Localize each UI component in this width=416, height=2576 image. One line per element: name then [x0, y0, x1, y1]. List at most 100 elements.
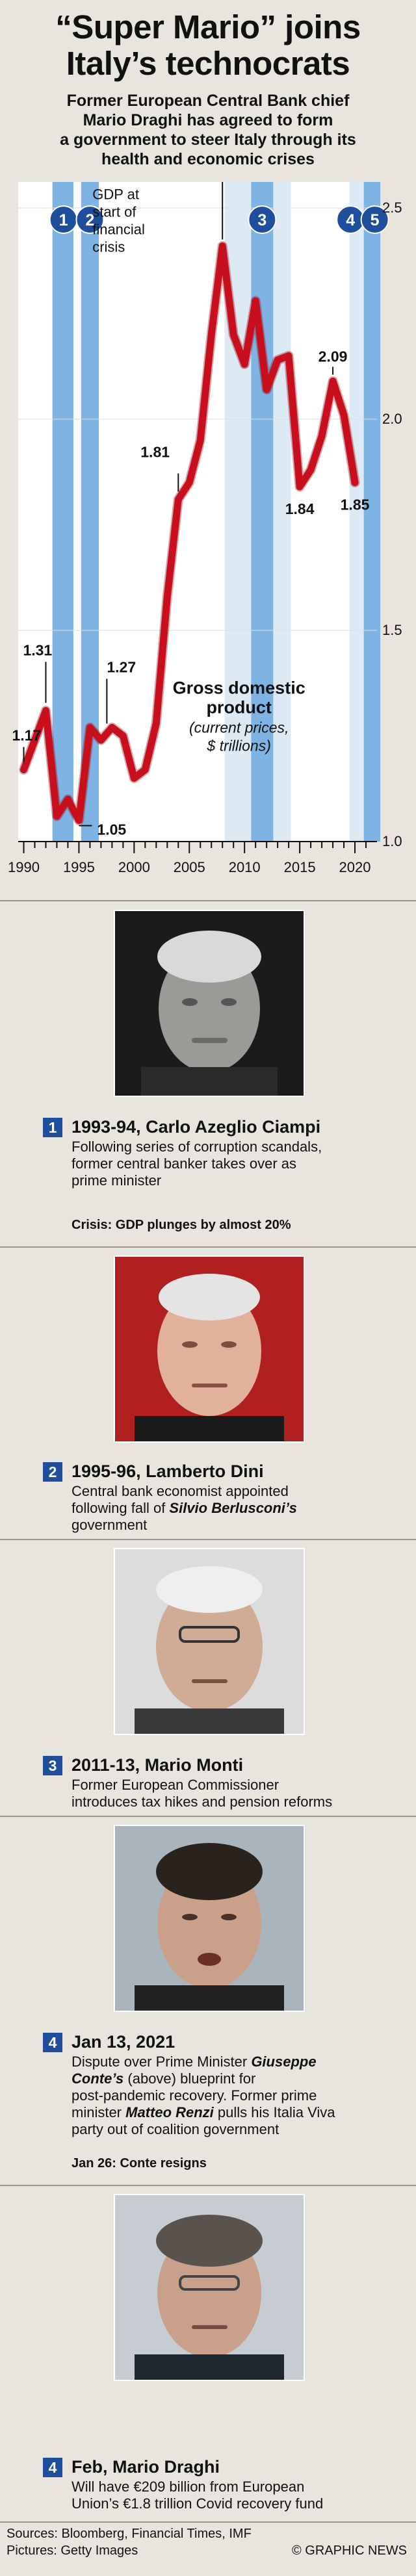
- ciampi-photo: [114, 910, 305, 1097]
- profile-3-title: 2011-13, Mario Monti: [72, 1755, 244, 1775]
- data-label: 1.84: [285, 500, 315, 517]
- data-point: [199, 439, 202, 441]
- person-name: Giuseppe: [251, 2054, 317, 2070]
- data-point: [232, 333, 235, 336]
- crisis-note-line: financial: [92, 222, 145, 238]
- profile-1-desc-line: Following series of corruption scandals,: [72, 1139, 322, 1155]
- plot-background: [18, 182, 377, 842]
- y-tick-label: 1.5: [382, 622, 402, 638]
- profile-1-desc-line: former central banker takes over as: [72, 1155, 297, 1172]
- data-label: 1.17: [12, 727, 41, 744]
- data-point: [55, 815, 58, 818]
- period-badge-5: [360, 205, 389, 234]
- data-point: [88, 727, 91, 728]
- profile-3-desc: Former European Commissioner introduces …: [72, 1777, 396, 1810]
- profile-3-desc-line: introduces tax hikes and pension reforms: [72, 1794, 333, 1810]
- crisis-note-line: start of: [92, 204, 136, 220]
- data-point: [210, 333, 213, 336]
- data-point: [332, 380, 334, 382]
- data-point: [298, 485, 301, 488]
- units-label-line2: $ trillions): [206, 738, 270, 754]
- data-label: 1.31: [23, 642, 52, 659]
- x-tick-label: 2015: [284, 859, 316, 875]
- section-divider: [0, 1816, 416, 1817]
- sources-text: Sources: Bloomberg, Financial Times, IMF: [6, 2527, 252, 2541]
- x-tick-label: 1995: [63, 859, 95, 875]
- profile-5-desc-line: Will have €209 billion from European: [72, 2479, 305, 2495]
- series-label: Gross domestic: [173, 678, 306, 698]
- data-point: [122, 735, 124, 737]
- pictures-text: Pictures: Getty Images: [6, 2544, 138, 2558]
- profile-4-badge: 4: [43, 2033, 62, 2052]
- profile-1-note: Crisis: GDP plunges by almost 20%: [72, 1218, 291, 1232]
- data-point: [287, 355, 290, 357]
- data-point: [320, 435, 323, 437]
- crisis-note-line: GDP at: [92, 187, 139, 203]
- data-point: [99, 739, 102, 741]
- credit-text: © GRAPHIC NEWS: [292, 2544, 407, 2558]
- data-label: 1.27: [107, 659, 136, 676]
- section-divider: [0, 1246, 416, 1248]
- data-point: [144, 769, 146, 771]
- profile-2-title: 1995-96, Lamberto Dini: [72, 1462, 264, 1481]
- data-label: 1.05: [97, 821, 126, 838]
- data-point: [155, 722, 157, 725]
- x-tick-label: 2020: [339, 859, 371, 875]
- intro-line-2: Mario Draghi has agreed to form: [83, 111, 333, 129]
- data-point: [354, 482, 356, 483]
- data-point: [133, 777, 135, 779]
- draghi-photo: [114, 2194, 305, 2381]
- main-title: “Super Mario” joins Italy’s technocrats: [0, 9, 416, 82]
- y-tick-label: 1.0: [382, 833, 402, 849]
- x-tick-label: 2000: [118, 859, 150, 875]
- profile-4-desc-line: Dispute over Prime Minister Giuseppe: [72, 2054, 396, 2070]
- section-divider: [0, 1539, 416, 1540]
- intro-line-3: a government to steer Italy through its: [60, 131, 356, 149]
- section-divider: [0, 2185, 416, 2186]
- period-badge-label: 2: [85, 211, 94, 229]
- data-point: [221, 245, 224, 247]
- period-badge-label: 4: [346, 211, 355, 229]
- desc-text: pulls his Italia Viva: [213, 2104, 335, 2120]
- profile-1-badge: 1: [43, 1118, 62, 1137]
- data-point: [33, 739, 36, 741]
- data-point: [77, 819, 80, 821]
- profile-1-desc-line: prime minister: [72, 1172, 162, 1189]
- y-tick-label: 2.5: [382, 200, 402, 216]
- gdp-line-chart: 1 2 3 4 5 1.0 1.5 2.0 2.5 1990 1995 2000 2005 2010 201…: [8, 182, 402, 875]
- profile-2-badge: 2: [43, 1462, 62, 1482]
- profile-4-desc-line: party out of coalition government: [72, 2121, 280, 2137]
- title-line-2: Italy’s technocrats: [66, 45, 350, 82]
- profile-1-desc: Following series of corruption scandals,…: [72, 1139, 396, 1189]
- data-point: [44, 710, 47, 712]
- x-tick-label: 2010: [229, 859, 261, 875]
- section-divider: [0, 900, 416, 901]
- period-badge-label: 5: [370, 211, 380, 229]
- data-label: 2.09: [318, 348, 348, 365]
- person-name: Silvio Berlusconi’s: [169, 1500, 297, 1516]
- section-divider: [0, 2521, 416, 2523]
- x-tick-label: 2005: [174, 859, 205, 875]
- profile-5-desc-line: Union’s €1.8 trillion Covid recovery fun…: [72, 2495, 324, 2512]
- title-line-1: “Super Mario” joins: [55, 8, 361, 45]
- data-point: [309, 469, 312, 471]
- desc-text: Dispute over Prime Minister: [72, 2054, 252, 2070]
- desc-text: following fall of: [72, 1500, 170, 1516]
- dini-photo: [114, 1256, 305, 1443]
- data-point: [188, 482, 190, 483]
- person-name: Conte’s: [72, 2070, 124, 2087]
- x-tick-label: 1990: [8, 859, 40, 875]
- conte-photo: [114, 1825, 305, 2012]
- profile-4-title: Jan 13, 2021: [72, 2032, 176, 2052]
- series-label-line2: product: [206, 698, 272, 717]
- profile-4-desc-line: Conte’s (above) blueprint for: [72, 2070, 396, 2087]
- profile-2-desc: Central bank economist appointed followi…: [72, 1483, 396, 1534]
- profile-2-desc-line: Central bank economist appointed: [72, 1483, 289, 1499]
- y-tick-label: 2.0: [382, 411, 402, 427]
- profile-4-desc-line: post-pandemic recovery. Former prime: [72, 2087, 317, 2104]
- crisis-note-line: crisis: [92, 239, 125, 255]
- profile-2-desc-line: government: [72, 1517, 148, 1533]
- intro-text: Former European Central Bank chief Mario…: [6, 91, 410, 169]
- intro-line-4: health and economic crises: [101, 150, 315, 168]
- data-point: [243, 363, 246, 365]
